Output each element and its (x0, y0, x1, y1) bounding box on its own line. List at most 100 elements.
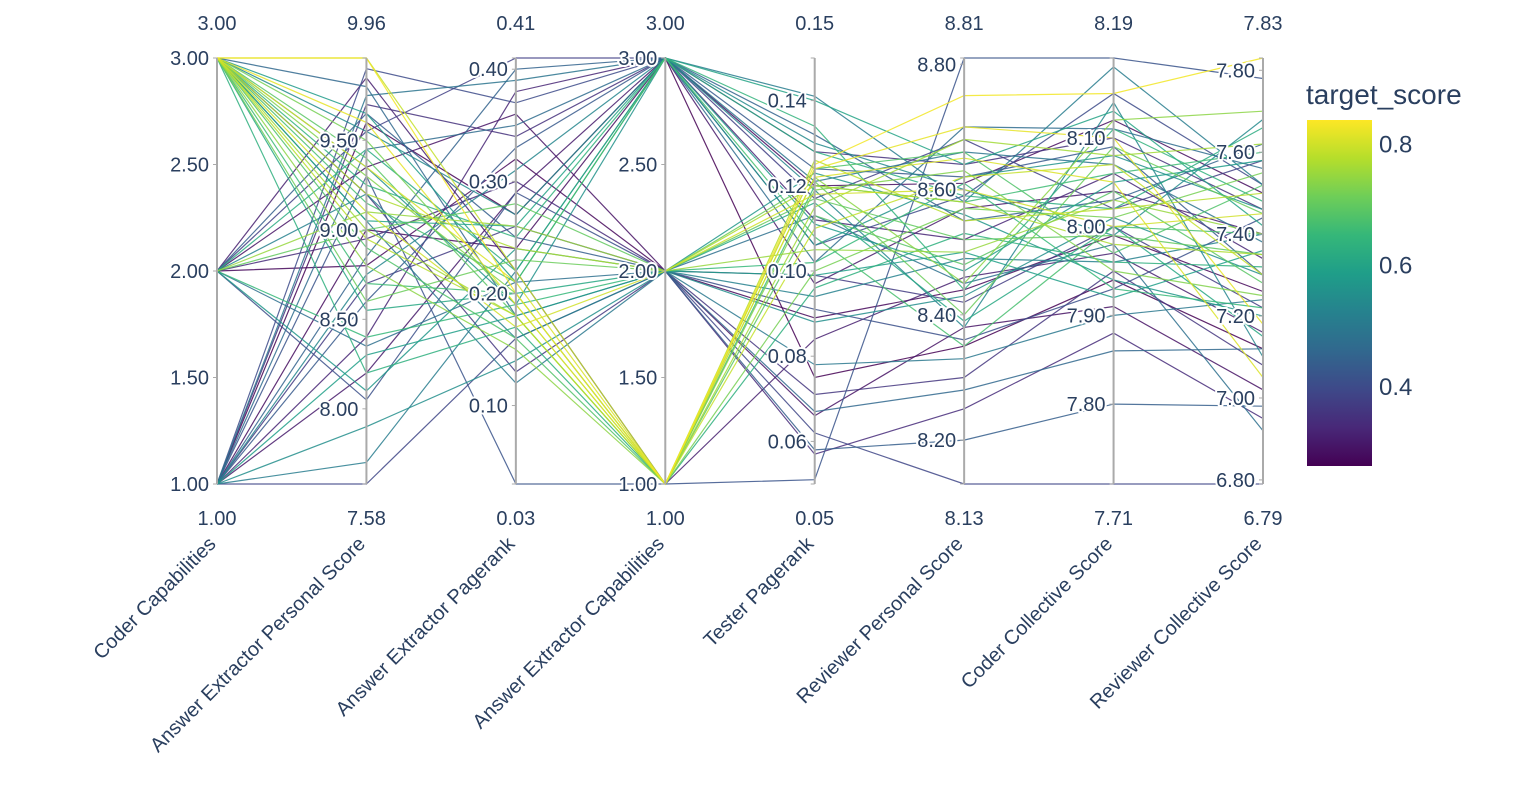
data-line-29 (216, 217, 1264, 485)
data-line-8 (216, 57, 1264, 486)
axis-range-min-label: 7.71 (1094, 508, 1133, 530)
data-line-1 (217, 57, 1264, 486)
data-line-51 (216, 57, 1264, 485)
data-line-30 (216, 57, 1264, 237)
data-line-31 (216, 57, 1264, 485)
axis-range-max-label: 3.00 (198, 13, 237, 35)
data-line-57 (216, 56, 1264, 485)
data-line-41 (216, 57, 1264, 485)
axis-tick-label: 8.80 (917, 54, 956, 76)
data-line-34 (216, 57, 1264, 384)
data-line-3 (216, 57, 1264, 486)
data-line-45 (217, 270, 1263, 485)
axis-tick-label: 1.50 (618, 368, 657, 390)
data-line-4 (216, 57, 1264, 328)
axis-tick-label: 1.50 (170, 368, 209, 390)
axis-tick-label: 9.50 (319, 130, 358, 152)
colorbar-tick-label: 0.6 (1379, 253, 1412, 280)
axis-tick-label: 7.80 (1067, 394, 1106, 416)
data-line-17 (216, 56, 1264, 347)
colorbar-tick-label: 0.8 (1379, 131, 1412, 158)
axis-tick-label: 9.00 (319, 220, 358, 242)
data-line-5 (217, 57, 1264, 486)
axis-range-max-label: 0.41 (496, 13, 535, 35)
data-line-11 (216, 57, 1264, 486)
data-line-36 (216, 214, 1264, 432)
axis-range-min-label: 6.79 (1244, 508, 1283, 530)
data-line-48 (216, 57, 1264, 396)
axis-tick-label: 7.80 (1216, 60, 1255, 82)
axis-tick-label: 6.80 (1216, 470, 1255, 492)
axis-8: 6.80 7.00 7.20 7.40 7.60 7.80 7.83 6.79 Reviewer… (1086, 13, 1283, 714)
data-line-25 (216, 249, 1264, 485)
data-line-9 (216, 199, 1264, 272)
axis-tick-label: 7.90 (1067, 305, 1106, 327)
axis-tick-label: 7.60 (1216, 142, 1255, 164)
axis-range-max-label: 3.00 (646, 13, 685, 35)
axis-tick-label: 2.50 (170, 155, 209, 177)
data-line-7 (216, 57, 1264, 272)
axis-tick-label: 8.20 (917, 430, 956, 452)
data-line-53 (216, 57, 1264, 485)
axis-tick-label: 8.00 (1067, 217, 1106, 239)
axis-title: Reviewer Personal Score (793, 533, 968, 708)
axis-tick-label: 2.00 (618, 261, 657, 283)
axis-range-max-label: 8.81 (945, 13, 984, 35)
data-line-33 (216, 57, 1264, 485)
axis-range-max-label: 8.19 (1094, 13, 1133, 35)
axis-range-min-label: 0.03 (496, 508, 535, 530)
colorbar-tick-label: 0.4 (1379, 374, 1412, 401)
axis-tick-label: 3.00 (170, 48, 209, 70)
axis-range-max-label: 7.83 (1244, 13, 1283, 35)
axis-tick-label: 0.10 (469, 396, 508, 418)
axis-range-min-label: 1.00 (198, 508, 237, 530)
axis-1: 1.00 1.50 2.00 2.50 3.00 3.00 1.00 Coder Capabi… (89, 13, 236, 664)
data-line-23 (216, 57, 1264, 337)
data-lines (216, 56, 1264, 486)
data-line-22 (216, 57, 1264, 272)
data-line-24 (216, 57, 1264, 227)
data-line-28 (216, 56, 1264, 306)
data-line-14 (216, 197, 1264, 272)
data-line-54 (216, 113, 1264, 417)
axis-tick-label: 8.40 (917, 305, 956, 327)
axis-tick-label: 0.08 (768, 346, 807, 368)
axis-range-min-label: 8.13 (945, 508, 984, 530)
data-line-19 (216, 182, 1264, 338)
axis-6: 8.20 8.40 8.60 8.80 8.81 8.13 Reviewer Persona… (793, 13, 984, 708)
axis-range-max-label: 9.96 (347, 13, 386, 35)
axis-tick-label: 0.10 (768, 261, 807, 283)
data-line-38 (216, 57, 1264, 413)
axis-tick-label: 7.40 (1216, 224, 1255, 246)
colorbar-gradient (1307, 120, 1372, 466)
axis-range-min-label: 0.05 (795, 508, 834, 530)
data-line-6 (216, 57, 1264, 486)
axis-tick-label: 1.00 (170, 474, 209, 496)
axis-tick-label: 8.50 (319, 309, 358, 331)
data-line-26 (216, 57, 1264, 284)
data-line-27 (216, 172, 1264, 392)
data-line-12 (216, 57, 1264, 485)
axis-tick-label: 8.10 (1067, 128, 1106, 150)
axis-tick-label: 8.00 (319, 399, 358, 421)
data-line-55 (216, 57, 1264, 485)
data-line-2 (216, 57, 1264, 486)
axis-range-min-label: 7.58 (347, 508, 386, 530)
axis-title: Coder Collective Score (957, 533, 1117, 693)
axis-tick-label: 7.00 (1216, 388, 1255, 410)
data-line-13 (216, 57, 1264, 316)
axis-range-min-label: 1.00 (646, 508, 685, 530)
axis-tick-label: 0.30 (469, 171, 508, 193)
axis-tick-label: 0.40 (469, 59, 508, 81)
colorbar-title: target_score (1306, 79, 1462, 110)
data-line-15 (216, 57, 1264, 486)
axis-tick-label: 0.06 (768, 431, 807, 453)
colorbar: target_score 0.4 0.6 0.8 (1306, 79, 1462, 466)
data-line-42 (216, 57, 1264, 485)
axis-tick-label: 0.12 (768, 176, 807, 198)
axis-title: Reviewer Collective Score (1086, 533, 1267, 714)
axis-tick-label: 2.00 (170, 261, 209, 283)
axis-tick-label: 8.60 (917, 180, 956, 202)
